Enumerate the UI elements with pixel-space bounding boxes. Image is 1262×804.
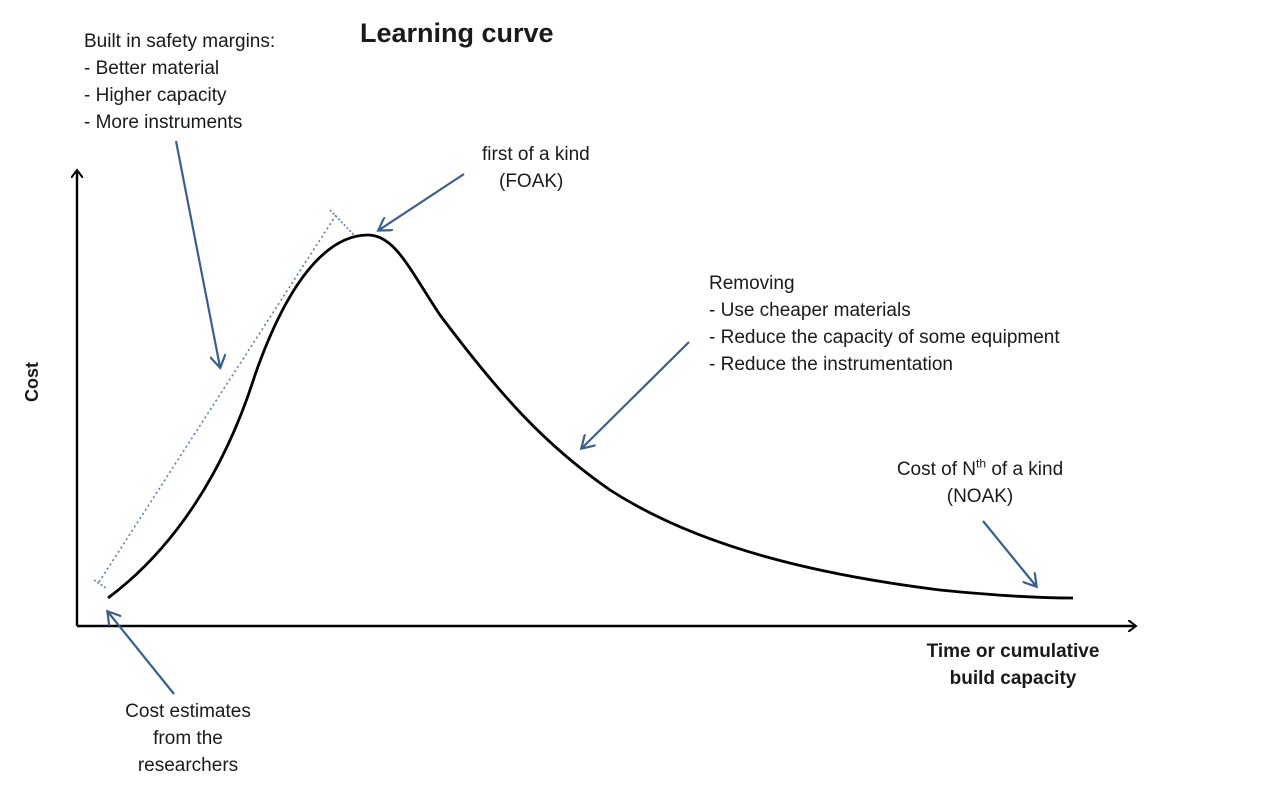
removing-item: - Use cheaper materials xyxy=(709,300,911,321)
noak-arrow xyxy=(982,520,1036,586)
foak-line-1: first of a kind xyxy=(482,144,590,165)
removing-item: - Reduce the capacity of some equipment xyxy=(709,327,1060,348)
noak-prefix: Cost of N xyxy=(896,459,977,480)
safety-margins-heading: Built in safety margins: xyxy=(84,31,276,52)
removing-heading: Removing xyxy=(709,273,795,294)
x-axis-label-line-1: Time or cumulative xyxy=(926,641,1100,662)
noak-suffix: of a kind xyxy=(986,459,1064,480)
researchers-arrow xyxy=(108,612,175,695)
safety-margins-annotation: Built in safety margins: - Better materi… xyxy=(84,28,275,136)
noak-line-1: Cost of Nth of a kind xyxy=(870,456,1090,483)
x-axis-label: Time or cumulative build capacity xyxy=(908,638,1118,692)
removing-item: - Reduce the instrumentation xyxy=(709,354,953,375)
safety-margins-arrow xyxy=(174,140,220,367)
foak-line-2: (FOAK) xyxy=(499,171,564,192)
noak-superscript: th xyxy=(976,456,987,471)
safety-margins-item: - More instruments xyxy=(84,112,243,133)
researchers-line: from the xyxy=(153,728,223,749)
safety-margins-item: - Better material xyxy=(84,58,220,79)
researchers-line: researchers xyxy=(137,755,239,776)
y-axis-label: Cost xyxy=(22,362,42,402)
diagram-title: Learning curve xyxy=(360,18,554,48)
removing-annotation: Removing - Use cheaper materials - Reduc… xyxy=(709,270,1060,378)
safety-margins-item: - Higher capacity xyxy=(84,85,227,106)
removing-arrow xyxy=(582,341,690,448)
foak-annotation: first of a kind (FOAK) xyxy=(482,141,590,195)
foak-arrow xyxy=(379,173,465,230)
researchers-annotation: Cost estimates from the researchers xyxy=(98,698,278,779)
safety-margin-bracket-bottom xyxy=(93,579,107,589)
researchers-line: Cost estimates xyxy=(125,701,251,722)
safety-margin-dotted-line xyxy=(98,214,337,583)
noak-line-2: (NOAK) xyxy=(946,486,1014,507)
x-axis-label-line-2: build capacity xyxy=(949,668,1077,689)
safety-margin-bracket-top xyxy=(329,209,356,237)
noak-annotation: Cost of Nth of a kind (NOAK) xyxy=(870,456,1090,510)
learning-curve-line xyxy=(107,233,1074,600)
